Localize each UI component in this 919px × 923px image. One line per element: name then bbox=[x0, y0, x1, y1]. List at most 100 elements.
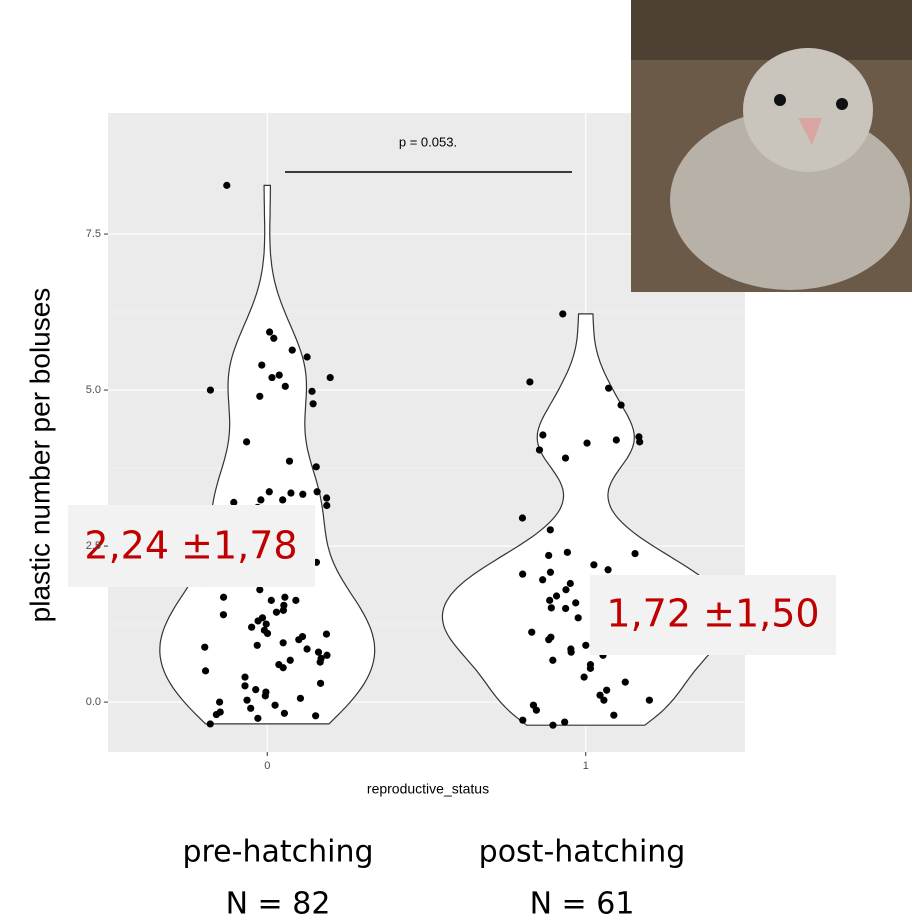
data-point bbox=[519, 514, 526, 521]
chart: p = 0.053. reproductive_status plastic n… bbox=[0, 0, 919, 923]
data-point bbox=[310, 400, 317, 407]
data-point bbox=[292, 597, 299, 604]
data-point bbox=[266, 488, 273, 495]
data-point bbox=[279, 496, 286, 503]
data-point bbox=[252, 686, 259, 693]
data-point bbox=[312, 712, 319, 719]
data-point bbox=[583, 440, 590, 447]
data-point bbox=[276, 371, 283, 378]
data-point bbox=[562, 605, 569, 612]
data-point bbox=[564, 549, 571, 556]
data-point bbox=[257, 496, 264, 503]
y-tick-label: 0.0 bbox=[86, 696, 101, 708]
data-point bbox=[268, 374, 275, 381]
data-point bbox=[254, 642, 261, 649]
data-point bbox=[559, 310, 566, 317]
data-point bbox=[582, 642, 589, 649]
photo bbox=[631, 0, 912, 292]
data-point bbox=[590, 561, 597, 568]
data-point bbox=[241, 674, 248, 681]
y-tick-label: 2.5 bbox=[86, 540, 101, 552]
data-point bbox=[223, 182, 230, 189]
data-point bbox=[587, 661, 594, 668]
data-point bbox=[201, 644, 208, 651]
data-point bbox=[263, 620, 270, 627]
data-point bbox=[271, 702, 278, 709]
data-point bbox=[289, 347, 296, 354]
data-point bbox=[545, 552, 552, 559]
data-point bbox=[635, 433, 642, 440]
data-point bbox=[613, 436, 620, 443]
data-point bbox=[297, 695, 304, 702]
data-point bbox=[254, 617, 261, 624]
data-point bbox=[545, 636, 552, 643]
data-point bbox=[241, 682, 248, 689]
data-point bbox=[258, 362, 265, 369]
data-point bbox=[243, 697, 250, 704]
data-point bbox=[622, 679, 629, 686]
data-point bbox=[281, 710, 288, 717]
group-name: post-hatching bbox=[479, 835, 686, 870]
data-point bbox=[526, 378, 533, 385]
data-point bbox=[262, 692, 269, 699]
data-point bbox=[282, 383, 289, 390]
data-point bbox=[230, 499, 237, 506]
data-point bbox=[207, 720, 214, 727]
data-point bbox=[610, 712, 617, 719]
data-point bbox=[617, 401, 624, 408]
data-point bbox=[304, 353, 311, 360]
data-point bbox=[547, 526, 554, 533]
data-point bbox=[536, 446, 543, 453]
data-point bbox=[299, 633, 306, 640]
x-axis-title: reproductive_status bbox=[367, 781, 489, 797]
data-point bbox=[256, 393, 263, 400]
group-count: N = 61 bbox=[530, 887, 635, 922]
data-point bbox=[539, 576, 546, 583]
data-point bbox=[315, 649, 322, 656]
data-point bbox=[314, 488, 321, 495]
data-point bbox=[303, 645, 310, 652]
data-point bbox=[561, 718, 568, 725]
data-point bbox=[247, 705, 254, 712]
y-axis-title: plastic number per boluses bbox=[24, 288, 55, 623]
data-point bbox=[287, 657, 294, 664]
data-point bbox=[562, 586, 569, 593]
data-point bbox=[281, 594, 288, 601]
data-point bbox=[567, 580, 574, 587]
data-point bbox=[280, 602, 287, 609]
stat-label: 2,24 ±1,78 bbox=[84, 524, 297, 568]
data-point bbox=[572, 599, 579, 606]
y-tick-label: 5.0 bbox=[86, 384, 101, 396]
group-count: N = 82 bbox=[226, 887, 331, 922]
data-point bbox=[546, 597, 553, 604]
data-point bbox=[207, 386, 214, 393]
data-point bbox=[220, 611, 227, 618]
data-point bbox=[553, 592, 560, 599]
stat-label: 1,72 ±1,50 bbox=[606, 592, 819, 636]
data-point bbox=[323, 494, 330, 501]
data-point bbox=[603, 687, 610, 694]
group-name: pre-hatching bbox=[182, 835, 373, 870]
data-point bbox=[581, 674, 588, 681]
data-point bbox=[548, 604, 555, 611]
data-point bbox=[600, 697, 607, 704]
data-point bbox=[327, 374, 334, 381]
data-point bbox=[202, 667, 209, 674]
data-point bbox=[216, 698, 223, 705]
data-point bbox=[575, 614, 582, 621]
data-point bbox=[273, 609, 280, 616]
data-point bbox=[519, 717, 526, 724]
data-point bbox=[567, 645, 574, 652]
data-point bbox=[266, 328, 273, 335]
data-point bbox=[264, 630, 271, 637]
data-point bbox=[549, 722, 556, 729]
data-point bbox=[268, 597, 275, 604]
data-point bbox=[280, 639, 287, 646]
data-point bbox=[604, 566, 611, 573]
data-point bbox=[547, 569, 554, 576]
data-point bbox=[533, 707, 540, 714]
data-point bbox=[270, 335, 277, 342]
data-point bbox=[562, 454, 569, 461]
data-point bbox=[323, 502, 330, 509]
data-point bbox=[220, 594, 227, 601]
